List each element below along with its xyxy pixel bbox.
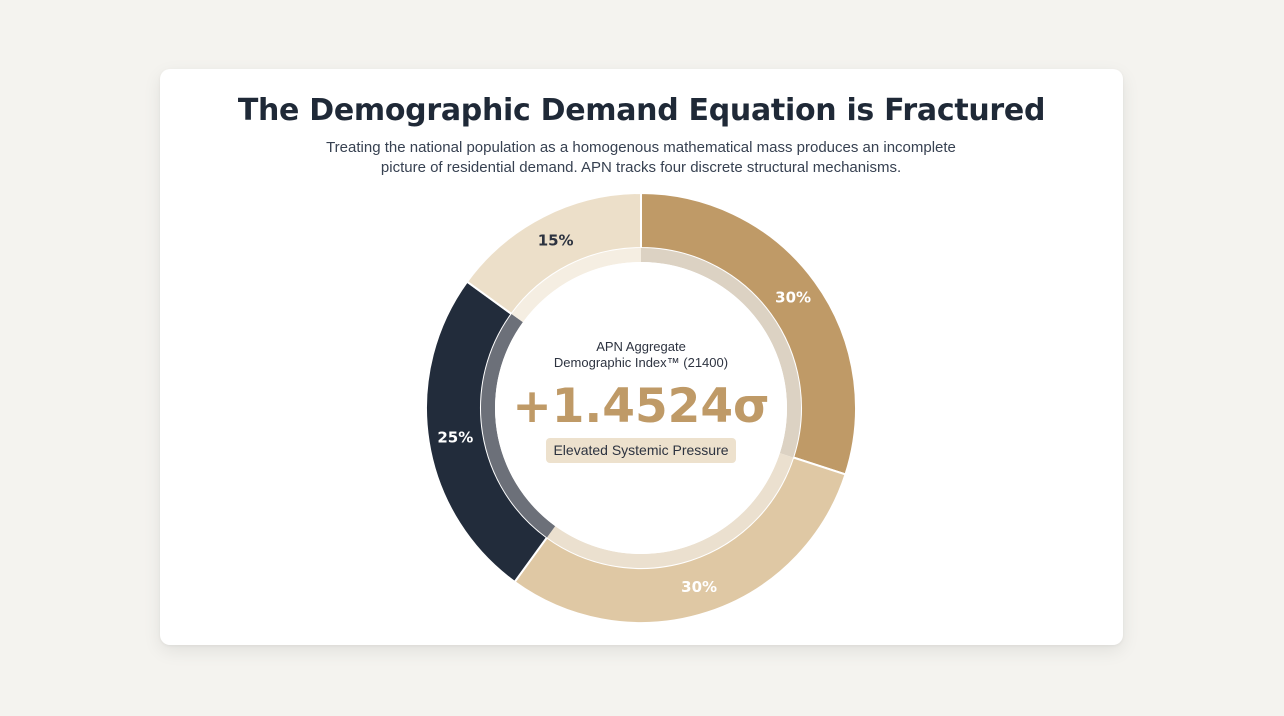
donut-inner-ring-4	[511, 248, 641, 323]
subtitle-line-2: picture of residential demand. APN track…	[380, 159, 902, 176]
index-label-line-1: APN Aggregate	[596, 339, 686, 354]
donut-inner-rings	[481, 248, 802, 569]
donut-inner-ring-3	[481, 313, 556, 538]
slice-label-1: 30%	[775, 288, 811, 306]
slice-label-2: 30%	[681, 578, 717, 596]
subtitle-line-1: Treating the national population as a ho…	[326, 139, 956, 156]
index-label-line-2: Demographic Index™ (21400)	[554, 355, 728, 370]
page-title: The Demographic Demand Equation is Fract…	[237, 93, 1046, 128]
page-subtitle: Treating the national population as a ho…	[291, 138, 991, 178]
slice-label-4: 15%	[538, 231, 574, 249]
status-badge	[546, 438, 736, 463]
donut-slice-labels: 30% 30% 25% 15%	[437, 231, 811, 595]
donut-inner-ring-2	[546, 453, 794, 569]
index-value: +1.4524σ	[512, 379, 769, 434]
donut-hole	[495, 262, 787, 554]
status-badge-text: Elevated Systemic Pressure	[553, 442, 728, 458]
donut-inner-ring-1	[641, 248, 802, 458]
slice-label-3: 25%	[437, 428, 473, 446]
